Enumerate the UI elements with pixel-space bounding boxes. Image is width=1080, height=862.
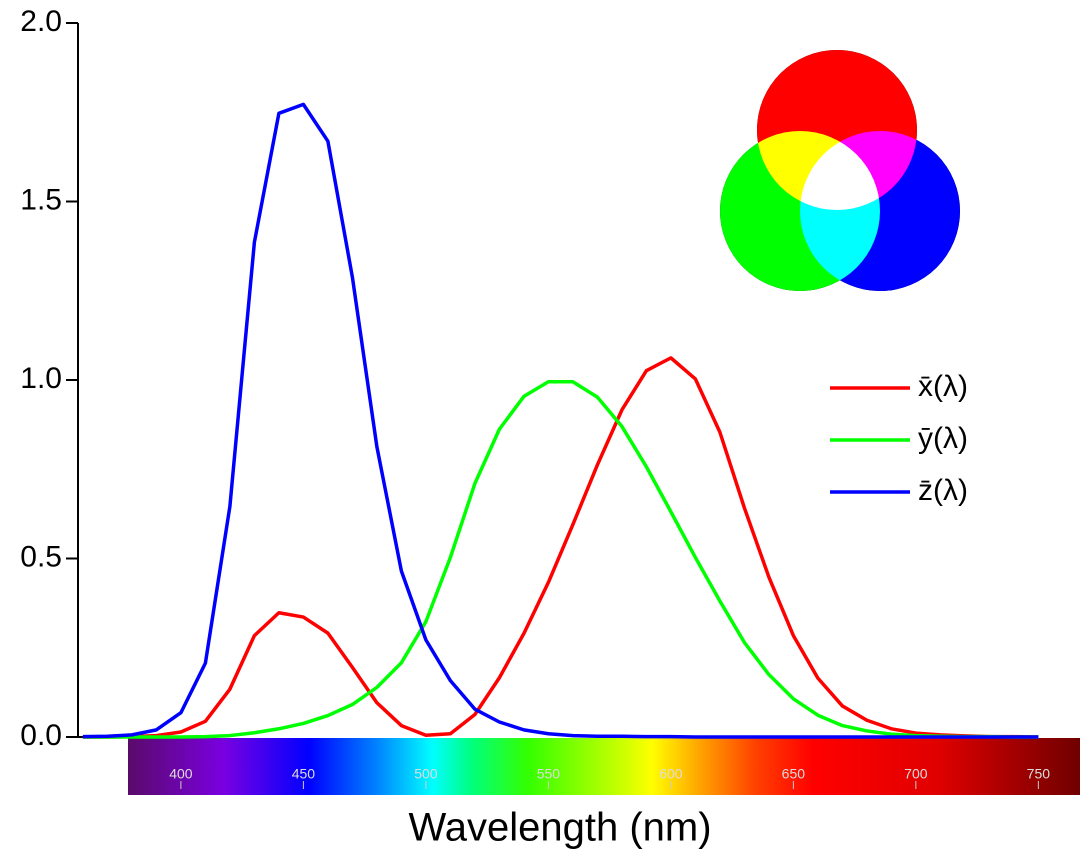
x-tick-label: 550	[537, 766, 561, 782]
y-tick-label: 0.5	[20, 540, 62, 573]
legend-label: x̄(λ)	[918, 370, 968, 403]
x-tick-label: 600	[659, 766, 683, 782]
x-tick-label: 700	[904, 766, 928, 782]
legend-label: ȳ(λ)	[918, 422, 968, 455]
x-tick-label: 400	[169, 766, 193, 782]
y-tick-label: 2.0	[20, 5, 62, 38]
x-tick-label: 450	[292, 766, 316, 782]
x-tick-label: 500	[414, 766, 438, 782]
series-line	[82, 356, 1039, 739]
y-tick-label: 1.5	[20, 183, 62, 216]
rgb-circles	[720, 50, 960, 291]
y-tick-label: 0.0	[20, 719, 62, 752]
x-tick-label: 750	[1027, 766, 1051, 782]
y-tick-label: 1.0	[20, 362, 62, 395]
x-axis-label: Wavelength (nm)	[408, 806, 711, 850]
x-tick-label: 650	[782, 766, 806, 782]
series-line	[82, 380, 1039, 739]
series-line	[82, 102, 1039, 739]
legend-label: z̄(λ)	[918, 474, 968, 507]
spectrum-bar	[128, 738, 1080, 795]
